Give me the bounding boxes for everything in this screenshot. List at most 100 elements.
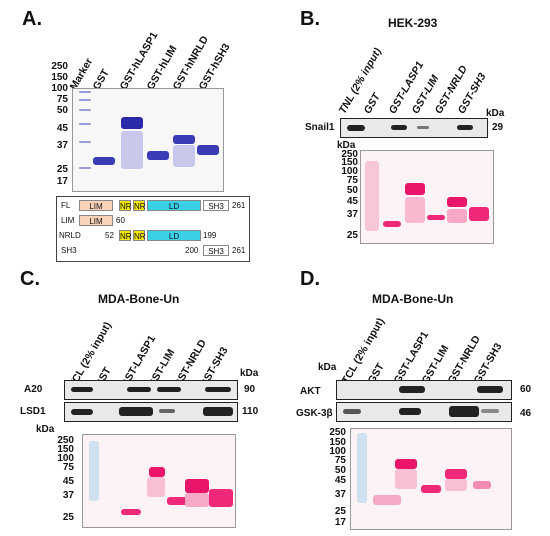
domain-sh3: SH3	[203, 200, 229, 211]
lasp1-band	[121, 117, 143, 129]
domain-nr: NR	[133, 230, 146, 241]
blot-label-gsk3b: GSK-3β	[296, 408, 333, 419]
mw-45: 45	[346, 196, 358, 207]
blot-band	[159, 409, 175, 413]
mw-50: 50	[346, 185, 358, 196]
panel-d-title: MDA-Bone-Un	[372, 292, 454, 306]
blot-label-lsd1: LSD1	[20, 406, 46, 417]
blot-band	[343, 409, 361, 414]
domain-lim: LIM	[79, 200, 113, 211]
mw-45: 45	[62, 476, 74, 487]
blot-size-gsk3b: 46	[520, 408, 532, 419]
domain-lim: LIM	[79, 215, 113, 226]
mw-75: 75	[56, 94, 68, 105]
marker-band	[79, 123, 91, 125]
panel-d-label: D.	[300, 268, 320, 290]
blot-band	[391, 125, 407, 130]
mw-75: 75	[346, 175, 358, 186]
blot-band	[127, 387, 151, 392]
marker-band	[79, 167, 91, 169]
mw-37: 37	[62, 490, 74, 501]
mw-250: 250	[329, 427, 346, 438]
panel-b-title: HEK-293	[388, 16, 438, 30]
lim-band	[147, 151, 169, 160]
gst-band	[373, 495, 401, 505]
nrld-band	[173, 135, 195, 144]
domain-row-nrld-start: 52	[105, 231, 114, 240]
mw-45: 45	[56, 123, 68, 134]
mw-25: 25	[56, 164, 68, 175]
marker-band	[79, 99, 91, 101]
panel-c-title: MDA-Bone-Un	[98, 292, 180, 306]
lasp1-smear	[395, 469, 417, 489]
blot-size-lsd1: 110	[242, 406, 259, 417]
blot-band	[477, 386, 503, 393]
marker-band	[79, 141, 91, 143]
mw-150: 150	[57, 444, 74, 455]
mw-100: 100	[57, 453, 74, 464]
mw-17: 17	[334, 517, 346, 528]
mw-75: 75	[334, 455, 346, 466]
blot-band	[157, 387, 181, 392]
blot-band	[457, 125, 473, 130]
blot-label-snail1: Snail1	[305, 122, 335, 133]
lasp1-smear	[121, 131, 143, 169]
mw-250: 250	[341, 149, 358, 160]
blot-band	[119, 407, 153, 416]
mw-25: 25	[346, 230, 358, 241]
lim-band	[427, 215, 445, 220]
domain-nr: NR	[119, 200, 132, 211]
domain-row-sh3-end: 261	[232, 246, 246, 255]
blot-band	[449, 406, 479, 417]
ponceau-gel-d	[350, 428, 512, 530]
mw-45: 45	[334, 475, 346, 486]
domain-ld: LD	[147, 200, 201, 211]
blot-size-snail1: 29	[492, 122, 504, 133]
panel-d-kda: kDa	[318, 362, 337, 373]
mw-37: 37	[346, 209, 358, 220]
nrld-smear	[445, 479, 467, 491]
blot-band	[399, 408, 421, 415]
sh3-band	[197, 145, 219, 155]
panel-a-label: A.	[22, 8, 42, 30]
lane-label-gst: GST	[361, 91, 383, 116]
domain-row-nrld-name: NRLD	[59, 231, 81, 240]
ponceau-gel-b	[360, 150, 494, 244]
blot-band	[347, 125, 365, 131]
sh3-band	[473, 481, 491, 489]
marker-band	[79, 91, 91, 93]
domain-ld: LD	[147, 230, 201, 241]
ponceau-gel-c	[82, 434, 236, 528]
domain-row-fl-end: 261	[232, 201, 246, 210]
mw-150: 150	[341, 157, 358, 168]
nrld-smear	[173, 145, 195, 167]
domain-row-sh3-start: 200	[185, 246, 199, 255]
lasp1-band	[395, 459, 417, 469]
marker-band	[79, 109, 91, 111]
blot-band	[205, 387, 231, 392]
blot-band	[71, 409, 93, 415]
domain-nr: NR	[133, 200, 146, 211]
blot-a20	[64, 380, 238, 400]
lasp1-smear	[147, 477, 165, 497]
lasp1-band	[405, 183, 425, 195]
nrld-band	[445, 469, 467, 479]
coomassie-gel	[72, 88, 224, 192]
gst-band	[93, 157, 115, 165]
blot-label-akt: AKT	[300, 386, 321, 397]
panel-b-mw-kda: kDa	[337, 140, 356, 151]
domain-diagram: FL LIM NR NR LD SH3 261 LIM LIM 60 NRLD …	[56, 196, 250, 262]
nrld-smear	[447, 209, 467, 223]
domain-row-lim-name: LIM	[61, 216, 75, 225]
marker-lane	[357, 433, 367, 503]
mw-25: 25	[62, 512, 74, 523]
panel-c-mw-kda: kDa	[36, 424, 55, 435]
domain-nr: NR	[119, 230, 132, 241]
blot-size-a20: 90	[244, 384, 256, 395]
domain-sh3: SH3	[203, 245, 229, 256]
mw-37: 37	[56, 140, 68, 151]
input-smear	[365, 161, 379, 231]
lasp1-band	[149, 467, 165, 477]
mw-150: 150	[329, 437, 346, 448]
blot-size-akt: 60	[520, 384, 532, 395]
